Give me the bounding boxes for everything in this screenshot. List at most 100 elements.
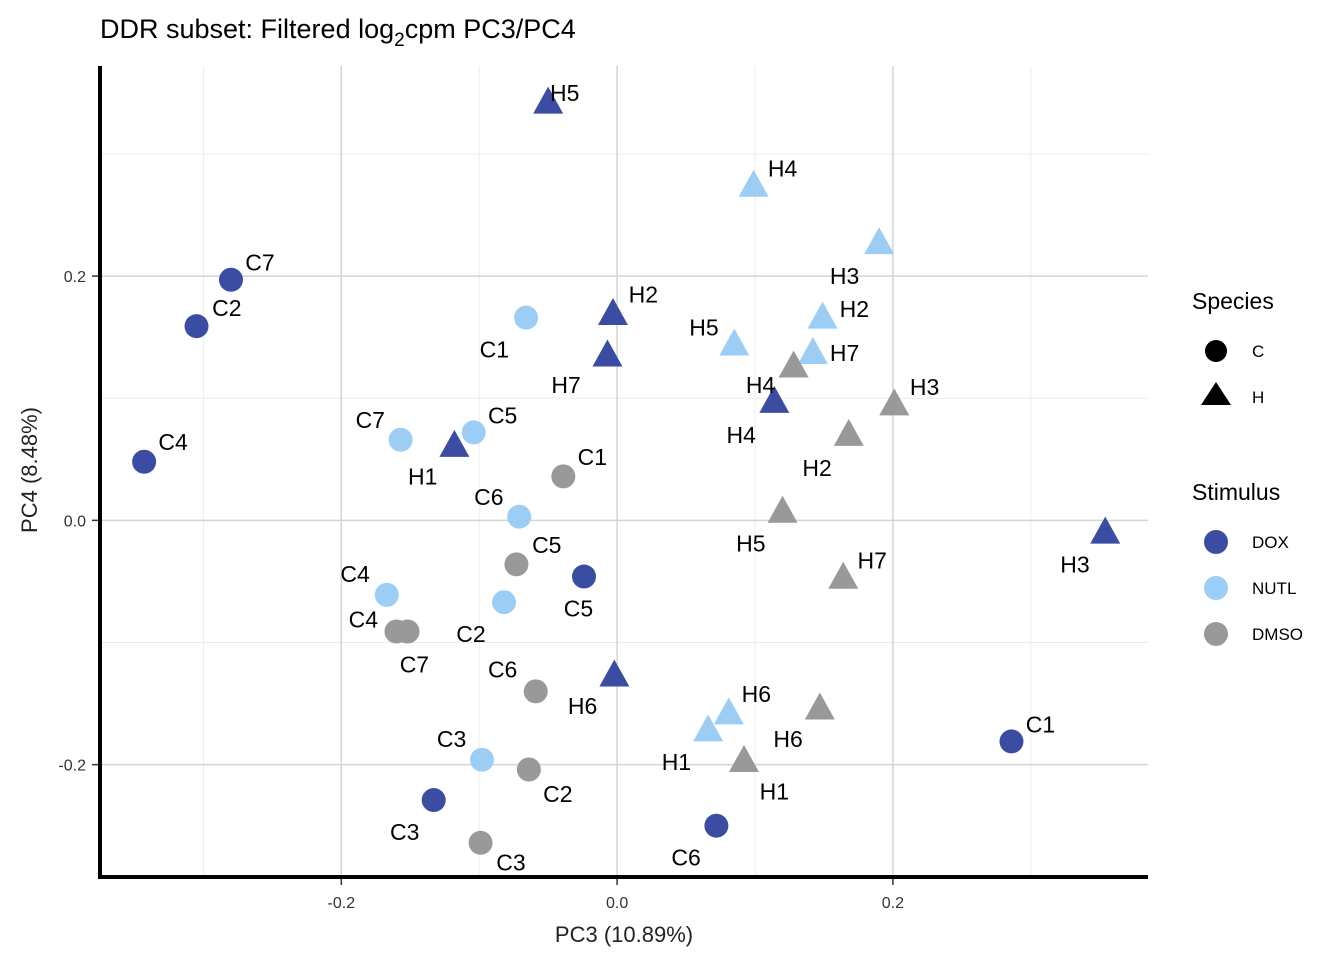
label-point-dox-h1: H1 (408, 463, 437, 489)
point-nutl-h3 (864, 227, 895, 255)
point-dmso-c5 (504, 552, 529, 577)
label-point-dmso-h4: H4 (746, 372, 776, 398)
label-point-dmso-c3: C3 (496, 849, 525, 875)
label-point-nutl-c6: C6 (474, 484, 503, 510)
legend-stimulus-nutl-key (1204, 576, 1228, 600)
label-point-dmso-c6: C6 (488, 656, 517, 682)
label-point-dmso-c7: C7 (400, 651, 429, 677)
x-tick-label: 0.2 (882, 895, 904, 912)
point-nutl-c7 (388, 427, 413, 452)
label-point-nutl-h6: H6 (742, 681, 771, 707)
label-point-nutl-h1: H1 (662, 749, 691, 775)
point-dox-h4 (759, 385, 790, 413)
legend-stimulus-dox-label: DOX (1252, 533, 1289, 552)
point-dox-h6 (599, 659, 630, 687)
point-dox-h3 (1090, 516, 1121, 544)
y-axis-title: PC4 (8.48%) (17, 407, 42, 533)
point-nutl-h1 (693, 714, 724, 742)
point-dmso-c2 (516, 757, 541, 782)
label-point-nutl-h5: H5 (689, 314, 718, 340)
point-dmso-h5 (767, 495, 798, 523)
point-nutl-h4 (738, 169, 769, 197)
label-point-nutl-h7: H7 (830, 340, 859, 366)
label-point-dox-c2: C2 (212, 295, 241, 321)
label-point-dox-c4: C4 (158, 429, 188, 455)
legend-species-c-label: C (1252, 342, 1264, 361)
label-point-dox-h4: H4 (727, 422, 757, 448)
label-point-dox-h3: H3 (1060, 551, 1089, 577)
point-dox-c1 (999, 729, 1024, 754)
data-points (132, 86, 1121, 855)
point-nutl-c4 (374, 582, 399, 607)
point-dox-h7 (592, 339, 623, 367)
point-dmso-h4 (778, 350, 809, 378)
label-point-dmso-h6: H6 (773, 726, 802, 752)
legend-stimulus-title: Stimulus (1192, 479, 1280, 505)
label-point-dmso-h7: H7 (858, 548, 887, 574)
gridlines (100, 66, 1148, 877)
label-point-nutl-h2: H2 (840, 296, 869, 322)
chart-title-prefix: DDR subset: Filtered log (100, 14, 394, 44)
point-dox-c2 (184, 314, 209, 339)
label-point-nutl-c2: C2 (456, 621, 485, 647)
label-point-nutl-c3: C3 (437, 726, 466, 752)
legend-stimulus-nutl-label: NUTL (1252, 579, 1296, 598)
label-point-nutl-c7: C7 (356, 407, 385, 433)
point-dmso-c1 (551, 464, 576, 489)
point-nutl-c3 (469, 747, 494, 772)
point-dmso-h7 (828, 561, 859, 589)
legend-stimulus-dox-key (1204, 530, 1228, 554)
legend-species-h-label: H (1252, 388, 1264, 407)
point-dmso-h6 (804, 692, 835, 720)
legend-stimulus-dmso-label: DMSO (1252, 625, 1303, 644)
legend-species-triangle-key (1201, 382, 1231, 405)
point-nutl-c6 (507, 504, 532, 529)
point-nutl-h5 (719, 328, 750, 356)
data-labels: H5C7C2C4H2H7H1H4H3C5H6C1C3C6H4H3C1H2H5H7… (158, 80, 1089, 875)
label-point-dmso-c5: C5 (532, 532, 561, 558)
y-tick-label: 0.0 (64, 513, 86, 530)
label-point-nutl-h4: H4 (768, 156, 798, 182)
axis-ticks: -0.2 0.0 0.2 -0.2 0.0 0.2 (58, 269, 904, 912)
point-nutl-c1 (514, 305, 539, 330)
point-dox-h2 (597, 297, 628, 325)
chart-title-subscript: 2 (394, 30, 405, 51)
point-dox-c4 (132, 449, 157, 474)
legend-stimulus-dmso-key (1204, 622, 1228, 646)
x-tick-label: 0.0 (606, 895, 628, 912)
y-tick-label: -0.2 (58, 758, 86, 775)
label-point-dox-c1: C1 (1026, 711, 1055, 737)
point-dmso-c6 (523, 679, 548, 704)
label-point-dox-h2: H2 (629, 281, 658, 307)
x-axis-title: PC3 (10.89%) (555, 922, 693, 947)
label-point-dmso-c4: C4 (349, 606, 379, 632)
point-dmso-c7 (395, 619, 420, 644)
label-point-dox-c3: C3 (390, 819, 419, 845)
legend-species-title: Species (1192, 288, 1274, 314)
label-point-dmso-h1: H1 (760, 779, 789, 805)
point-nutl-h6 (713, 697, 744, 725)
legend-species-circle-key (1205, 340, 1227, 362)
label-point-dox-h6: H6 (568, 693, 597, 719)
x-tick-label: -0.2 (328, 895, 356, 912)
label-point-nutl-c4: C4 (340, 561, 370, 587)
point-dox-c5 (572, 564, 597, 589)
point-dmso-h1 (728, 744, 759, 772)
label-point-dmso-h3: H3 (910, 374, 939, 400)
label-point-dox-c6: C6 (671, 844, 700, 870)
point-dox-c7 (219, 267, 243, 292)
label-point-dmso-h5: H5 (736, 531, 765, 557)
legend: Species C H Stimulus DOX NUTL DMSO (1192, 288, 1303, 646)
point-nutl-c2 (492, 590, 517, 615)
label-point-dmso-c2: C2 (543, 781, 572, 807)
point-nutl-c5 (461, 420, 486, 445)
label-point-dox-h7: H7 (551, 372, 580, 398)
point-dmso-h3 (879, 388, 910, 416)
y-tick-label: 0.2 (64, 269, 86, 286)
label-point-nutl-c5: C5 (488, 402, 517, 428)
label-point-dox-h5: H5 (550, 80, 579, 106)
point-nutl-h2 (807, 301, 838, 329)
chart-title-suffix: cpm PC3/PC4 (405, 14, 576, 44)
point-dmso-h2 (833, 418, 864, 446)
